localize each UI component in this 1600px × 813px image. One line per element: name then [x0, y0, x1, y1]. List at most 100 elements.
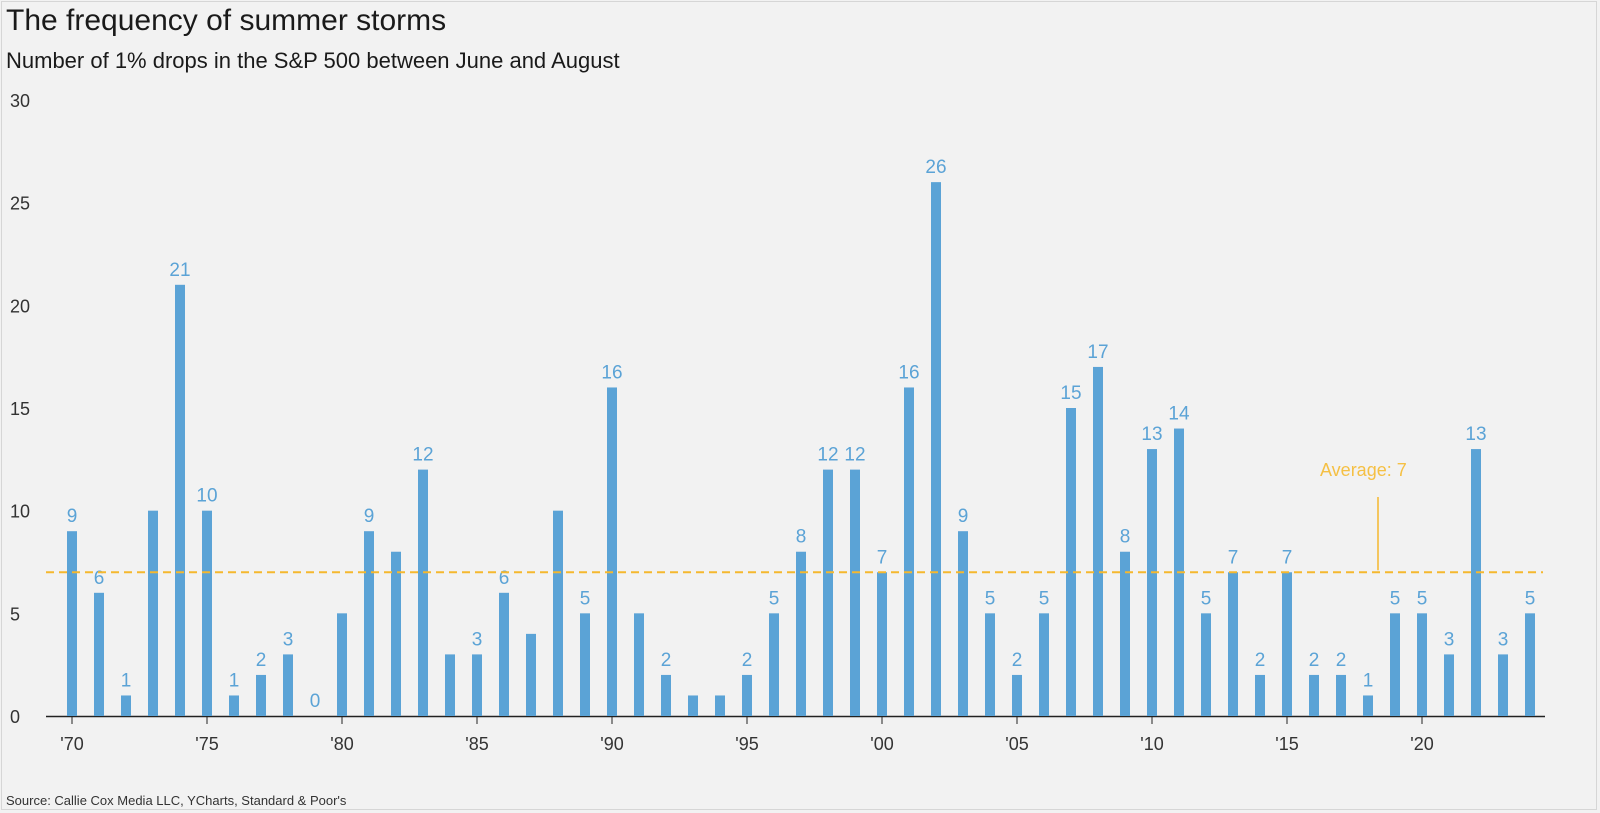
- data-label-2018: 1: [1363, 670, 1374, 691]
- bar-1978: [283, 654, 293, 716]
- data-label-1975: 10: [196, 486, 217, 507]
- bar-2012: [1201, 613, 1211, 716]
- x-tick-label: '95: [735, 734, 758, 754]
- bar-2020: [1417, 613, 1427, 716]
- data-label-2001: 16: [898, 362, 919, 383]
- data-label-1971: 6: [94, 568, 105, 589]
- bar-1975: [202, 510, 212, 716]
- data-label-1978: 3: [283, 629, 294, 650]
- bar-1997: [796, 551, 806, 716]
- bar-1976: [229, 695, 239, 716]
- bar-1983: [418, 469, 428, 716]
- bar-1998: [823, 469, 833, 716]
- bar-2007: [1066, 408, 1076, 716]
- bar-1994: [715, 695, 725, 716]
- bar-1987: [526, 633, 536, 716]
- average-label: Average: 7: [1320, 460, 1407, 480]
- data-label-1979: 0: [310, 691, 321, 712]
- bar-1993: [688, 695, 698, 716]
- data-label-2015: 7: [1282, 547, 1293, 568]
- x-tick-label: '00: [870, 734, 893, 754]
- y-tick-label: 0: [10, 707, 20, 727]
- bar-2024: [1525, 613, 1535, 716]
- data-label-2019: 5: [1390, 588, 1401, 609]
- bar-1984: [445, 654, 455, 716]
- bar-2000: [877, 572, 887, 716]
- x-tick-label: '70: [60, 734, 83, 754]
- bar-2013: [1228, 572, 1238, 716]
- bar-1995: [742, 674, 752, 716]
- data-label-2014: 2: [1255, 650, 1266, 671]
- data-label-1999: 12: [844, 445, 865, 466]
- bar-2022: [1471, 449, 1481, 716]
- data-label-2009: 8: [1120, 527, 1131, 548]
- bar-1971: [94, 592, 104, 716]
- data-label-2003: 9: [958, 506, 969, 527]
- bar-2003: [958, 531, 968, 716]
- data-label-1990: 16: [601, 362, 622, 383]
- bar-2014: [1255, 674, 1265, 716]
- data-label-2017: 2: [1336, 650, 1347, 671]
- x-tick-label: '80: [330, 734, 353, 754]
- data-label-2004: 5: [985, 588, 996, 609]
- data-label-1995: 2: [742, 650, 753, 671]
- x-tick-label: '75: [195, 734, 218, 754]
- bar-1972: [121, 695, 131, 716]
- data-label-2021: 3: [1444, 629, 1455, 650]
- y-tick-label: 5: [10, 604, 20, 624]
- chart-subtitle: Number of 1% drops in the S&P 500 betwee…: [6, 48, 620, 73]
- bar-1989: [580, 613, 590, 716]
- data-label-1996: 5: [769, 588, 780, 609]
- bar-1981: [364, 531, 374, 716]
- data-label-1998: 12: [817, 445, 838, 466]
- bar-2015: [1282, 572, 1292, 716]
- bar-1980: [337, 613, 347, 716]
- chart-title: The frequency of summer storms: [6, 4, 447, 37]
- bar-2005: [1012, 674, 1022, 716]
- data-label-2008: 17: [1087, 342, 1108, 363]
- bar-2023: [1498, 654, 1508, 716]
- y-tick-label: 25: [10, 194, 30, 214]
- data-label-2020: 5: [1417, 588, 1428, 609]
- data-label-2023: 3: [1498, 629, 1509, 650]
- bar-2016: [1309, 674, 1319, 716]
- bar-1990: [607, 387, 617, 716]
- data-label-1981: 9: [364, 506, 375, 527]
- data-label-1985: 3: [472, 629, 483, 650]
- x-tick-label: '10: [1140, 734, 1163, 754]
- bar-1970: [67, 531, 77, 716]
- y-tick-label: 15: [10, 399, 30, 419]
- y-tick-label: 30: [10, 91, 30, 111]
- x-tick-label: '15: [1275, 734, 1298, 754]
- data-label-2024: 5: [1525, 588, 1536, 609]
- data-label-1989: 5: [580, 588, 591, 609]
- bar-2008: [1093, 366, 1103, 716]
- data-label-2022: 13: [1465, 424, 1486, 445]
- data-label-2013: 7: [1228, 547, 1239, 568]
- bar-2017: [1336, 674, 1346, 716]
- x-tick-label: '90: [600, 734, 623, 754]
- data-label-2010: 13: [1141, 424, 1162, 445]
- bar-1985: [472, 654, 482, 716]
- data-label-2005: 2: [1012, 650, 1023, 671]
- data-label-1992: 2: [661, 650, 672, 671]
- source-note: Source: Callie Cox Media LLC, YCharts, S…: [6, 793, 347, 808]
- bar-2019: [1390, 613, 1400, 716]
- bar-1992: [661, 674, 671, 716]
- data-label-2012: 5: [1201, 588, 1212, 609]
- data-label-1997: 8: [796, 527, 807, 548]
- data-label-2011: 14: [1168, 404, 1190, 425]
- data-label-1983: 12: [412, 445, 433, 466]
- bar-2006: [1039, 613, 1049, 716]
- bar-2009: [1120, 551, 1130, 716]
- bar-1986: [499, 592, 509, 716]
- data-label-1970: 9: [67, 506, 78, 527]
- data-label-2006: 5: [1039, 588, 1050, 609]
- bar-2001: [904, 387, 914, 716]
- bar-1982: [391, 551, 401, 716]
- bar-2004: [985, 613, 995, 716]
- data-label-1976: 1: [229, 670, 240, 691]
- x-tick-label: '85: [465, 734, 488, 754]
- x-tick-label: '20: [1410, 734, 1433, 754]
